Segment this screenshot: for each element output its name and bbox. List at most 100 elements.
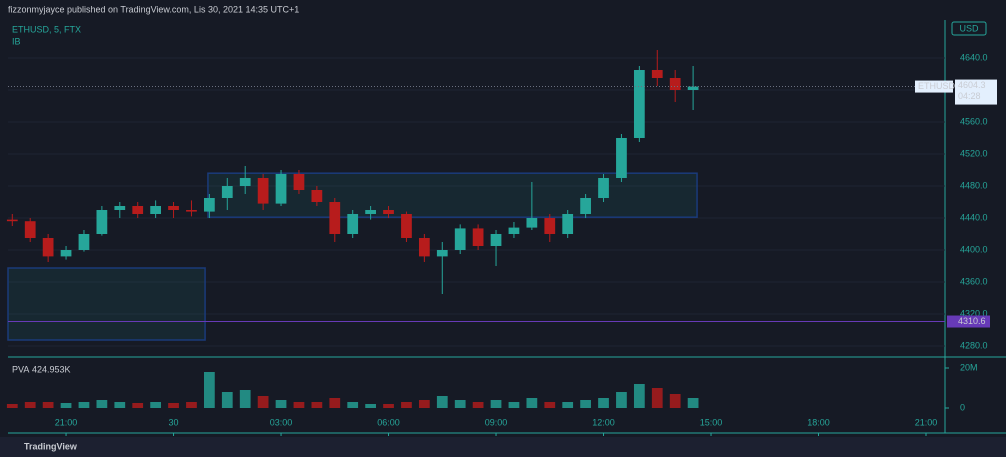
volume-bar (96, 400, 108, 408)
candle-body (562, 214, 574, 234)
volume-bar (562, 402, 574, 408)
volume-bar (436, 396, 448, 408)
candle-body (132, 206, 144, 214)
volume-bar (186, 402, 197, 408)
volume-bar (580, 400, 591, 408)
volume-bar (6, 404, 18, 408)
y-tick-label: 4280.0 (960, 340, 988, 350)
volume-bar (526, 398, 538, 408)
volume-bar (257, 396, 269, 408)
volume-bar (132, 403, 144, 408)
volume-bar (669, 394, 681, 408)
candle-body (150, 206, 162, 214)
volume-tick-label: 0 (960, 402, 965, 412)
candle-body (616, 138, 627, 178)
volume-bar (114, 402, 126, 408)
header: fizzonmyjayce published on TradingView.c… (8, 4, 299, 14)
candle-body (168, 206, 179, 210)
candle-body (203, 198, 215, 212)
volume-bar (293, 402, 305, 408)
y-tick-label: 4360.0 (960, 276, 988, 286)
volume-bar (150, 402, 162, 408)
volume-bar (365, 404, 376, 408)
volume-bar (347, 402, 359, 408)
candle-body (24, 221, 36, 238)
candle-body (221, 186, 233, 198)
currency: USD (959, 23, 979, 33)
footer (0, 437, 1006, 457)
candle-body (490, 234, 502, 246)
volume-bar (383, 404, 394, 408)
candle-body (114, 206, 126, 210)
currency-box (951, 21, 987, 36)
candle-body (186, 210, 197, 212)
candle-body (633, 70, 645, 138)
candle-body (311, 190, 323, 202)
candle-body (347, 214, 359, 234)
level-tag (947, 315, 990, 328)
volume-bar (401, 402, 412, 408)
brand: TradingView (24, 441, 78, 451)
candle-body (60, 250, 72, 257)
indicator-label: IB (12, 36, 21, 46)
x-tick-label: 18:00 (807, 417, 830, 427)
candle-body (651, 70, 663, 78)
candle-body (418, 238, 430, 257)
candle-body (436, 250, 448, 257)
candle-body (365, 210, 376, 214)
candle-body (669, 78, 681, 90)
y-tick-label: 4480.0 (960, 180, 988, 190)
y-tick-label: 4440.0 (960, 212, 988, 222)
y-tick-label: 4640.0 (960, 52, 988, 62)
candle-body (293, 174, 305, 190)
volume-bar (418, 400, 430, 408)
volume-bar (275, 400, 287, 408)
x-tick-label: 21:00 (55, 417, 78, 427)
volume-bar (24, 402, 36, 408)
volume-bar (544, 402, 556, 408)
x-tick-label: 15:00 (700, 417, 723, 427)
candle-body (544, 218, 556, 234)
volume-title: PVA (12, 364, 29, 374)
candle-body (508, 227, 520, 234)
candle-body (383, 210, 394, 214)
symbol-legend: ETHUSD, 5, FTX (12, 24, 81, 34)
volume-bar (168, 403, 179, 408)
candle-body (329, 202, 341, 234)
volume-tick-label: 20M (960, 362, 978, 372)
x-tick-label: 21:00 (915, 417, 938, 427)
volume-bar (490, 400, 502, 408)
candle-body (401, 214, 412, 238)
volume-value: 424.953K (32, 364, 71, 374)
volume-bar (616, 392, 627, 408)
volume-bar (454, 400, 466, 408)
candle-body (78, 234, 90, 250)
level-label: 4310.6 (958, 316, 986, 326)
last-price-tag: ETHUSD (918, 81, 956, 91)
x-tick-label: 30 (169, 417, 179, 427)
x-tick-label: 03:00 (270, 417, 293, 427)
zone (7, 267, 206, 341)
zone (207, 172, 698, 218)
volume-bar (42, 402, 54, 408)
volume-bar (329, 398, 341, 408)
candle-body (275, 174, 287, 204)
countdown: 04:28 (958, 91, 981, 101)
volume-bar (78, 402, 90, 408)
volume-bar (633, 384, 645, 408)
volume-bar (508, 402, 520, 408)
y-tick-label: 4320.0 (960, 308, 988, 318)
candle-body (96, 210, 108, 234)
candle-body (239, 178, 251, 186)
volume-bar (239, 390, 251, 408)
y-tick-label: 4520.0 (960, 148, 988, 158)
x-tick-label: 09:00 (485, 417, 508, 427)
volume-bar (203, 372, 215, 408)
volume-bar (60, 403, 72, 408)
volume-bar (687, 398, 699, 408)
candle-body (42, 238, 54, 257)
last-price-box (955, 79, 997, 105)
volume-bar (472, 402, 484, 408)
